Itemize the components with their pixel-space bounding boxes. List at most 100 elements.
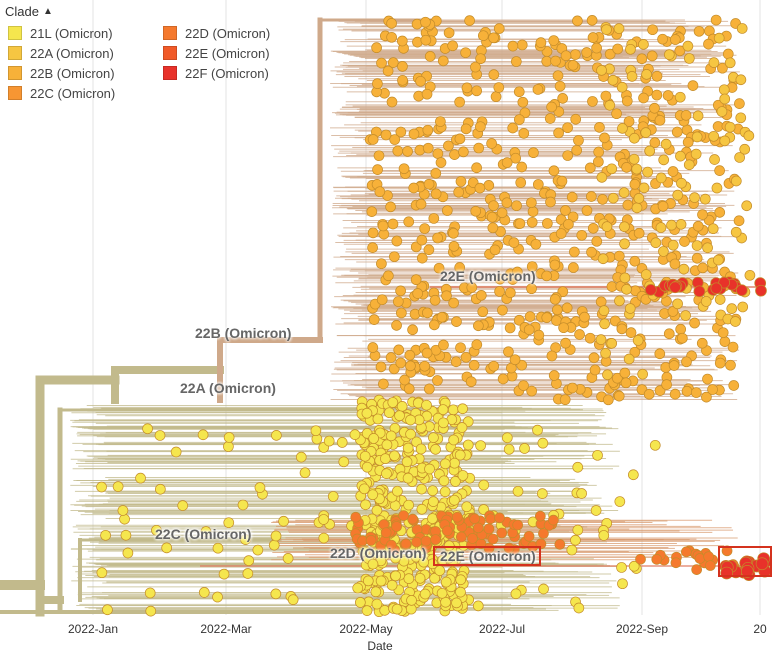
clade-label-22e-upper[interactable]: 22E (Omicron) — [440, 268, 536, 284]
tip-circle — [667, 306, 679, 317]
legend-item-21l[interactable]: 21L (Omicron) — [8, 24, 113, 42]
tip-circle — [488, 360, 500, 372]
tip-circle — [154, 430, 166, 441]
tip-circle — [654, 348, 666, 360]
tip-circle — [367, 558, 379, 570]
tip-circle — [96, 481, 107, 493]
tip-circle — [707, 384, 718, 395]
legend-item-22b[interactable]: 22B (Omicron) — [8, 64, 115, 82]
legend-swatch-22c — [8, 86, 22, 100]
tip-circle — [658, 246, 669, 257]
tip-circle — [616, 323, 628, 335]
tip-circle — [396, 401, 408, 412]
tip-circle — [676, 177, 687, 189]
tip-circle — [689, 192, 700, 203]
tip-circle — [477, 306, 489, 318]
tip-circle — [112, 481, 124, 492]
tip-circle — [430, 534, 441, 545]
tip-circle — [427, 496, 439, 507]
tip-circle — [584, 332, 596, 344]
tip-circle — [524, 311, 536, 322]
legend-item-22f[interactable]: 22F (Omicron) — [163, 64, 269, 82]
legend-item-22a[interactable]: 22A (Omicron) — [8, 44, 114, 62]
tip-circle — [587, 96, 598, 107]
clade-label-22d[interactable]: 22D (Omicron) — [330, 545, 427, 561]
tip-circle — [145, 605, 157, 617]
tip-circle — [375, 575, 387, 587]
tip-circle — [533, 329, 545, 341]
clade-label-22c[interactable]: 22C (Omicron) — [155, 526, 252, 542]
tip-circle — [448, 297, 459, 309]
tip-circle — [510, 56, 522, 67]
tip-circle — [735, 112, 747, 124]
tip-circle — [641, 69, 652, 80]
tip-circle — [380, 129, 392, 141]
tip-circle — [649, 439, 661, 451]
tip-circle — [410, 274, 422, 286]
tip-circle — [386, 96, 398, 108]
tip-circle — [655, 222, 667, 233]
tip-circle — [391, 521, 402, 532]
tip-circle — [619, 238, 630, 250]
tip-circle — [510, 152, 521, 164]
tip-circle — [360, 499, 371, 511]
tip-circle — [455, 176, 467, 187]
tip-circle — [405, 428, 416, 440]
tip-circle — [243, 555, 255, 566]
tip-circle — [570, 534, 581, 546]
legend-item-22e[interactable]: 22E (Omicron) — [163, 44, 270, 62]
legend-toggle[interactable]: Clade ▲ — [0, 2, 53, 20]
tip-circle — [700, 296, 712, 307]
tip-circle — [270, 588, 282, 600]
tip-circle — [527, 206, 539, 217]
tip-circle — [407, 324, 418, 336]
clade-label-22e-lower[interactable]: 22E (Omicron) — [440, 548, 536, 564]
tip-circle — [576, 488, 587, 499]
tip-circle — [381, 468, 392, 480]
tip-circle — [423, 383, 435, 395]
tip-circle — [177, 500, 189, 511]
tip-circle — [501, 432, 513, 444]
tip-circle — [713, 32, 725, 44]
tip-circle — [100, 529, 111, 541]
tip-circle — [604, 48, 616, 60]
legend-label-21l: 21L (Omicron) — [30, 25, 113, 41]
tip-circle — [403, 383, 415, 395]
tip-circle — [474, 182, 486, 194]
tip-circle — [616, 562, 627, 573]
legend-item-22c[interactable]: 22C (Omicron) — [8, 84, 115, 102]
tip-circle — [718, 84, 730, 96]
tip-circle — [170, 446, 182, 458]
tip-circle — [424, 51, 436, 62]
legend-swatch-22b — [8, 66, 22, 80]
legend-label-22b: 22B (Omicron) — [30, 65, 115, 81]
tip-circle — [336, 437, 348, 448]
tip-circle — [461, 501, 473, 513]
tip-circle — [549, 259, 561, 271]
tip-circle — [450, 476, 461, 487]
tip-circle — [591, 42, 602, 54]
tip-circle — [548, 370, 560, 381]
legend-item-22d[interactable]: 22D (Omicron) — [163, 24, 270, 42]
tip-circle — [454, 449, 466, 461]
tip-circle — [433, 262, 445, 274]
tip-circle — [443, 552, 455, 564]
tip-circle — [670, 557, 682, 569]
tip-circle — [135, 472, 146, 484]
tip-circle — [373, 150, 385, 162]
tip-circle — [694, 553, 706, 564]
clade-label-22b[interactable]: 22B (Omicron) — [195, 325, 292, 341]
tip-circle — [561, 302, 573, 314]
tip-circle — [475, 121, 486, 133]
tip-circle — [631, 163, 643, 175]
tip-circle — [416, 483, 427, 495]
tip-circle — [546, 101, 557, 113]
tip-circle — [725, 359, 736, 371]
tip-circle — [390, 570, 401, 582]
tip-circle — [680, 109, 692, 121]
clade-label-22a[interactable]: 22A (Omicron) — [180, 380, 276, 396]
tip-circle — [672, 298, 683, 310]
tip-circle — [644, 284, 657, 296]
tip-circle — [361, 407, 373, 419]
tip-circle — [379, 605, 391, 616]
